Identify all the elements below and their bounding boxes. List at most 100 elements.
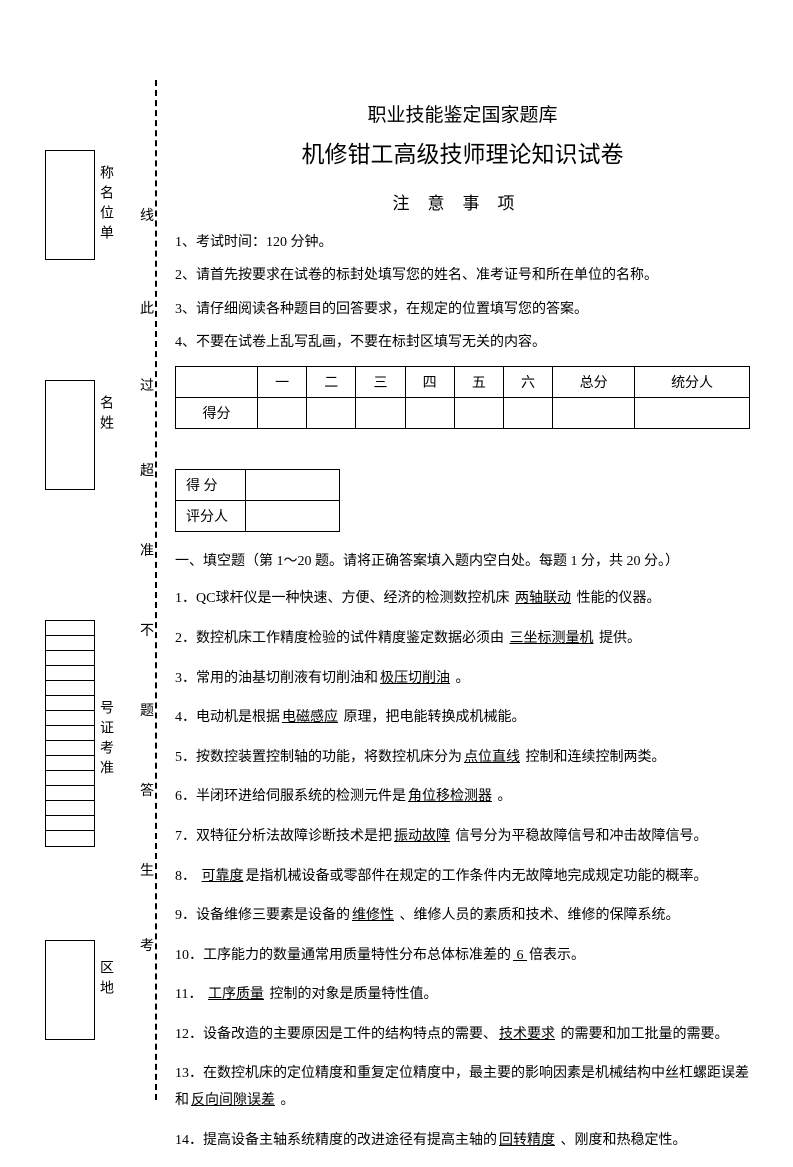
fold-char-7: 题 [140, 700, 154, 720]
q6-text-b: 。 [494, 789, 512, 804]
q14-text-b: 、刚度和热稳定性。 [557, 1133, 687, 1148]
score-cell [454, 397, 503, 428]
section-title-1: 一、填空题（第 1～20 题。请将正确答案填入题内空白处。每题 1 分，共 20… [175, 550, 750, 574]
question-14: 14．提高设备主轴系统精度的改进途径有提高主轴的回转精度 、刚度和热稳定性。 [175, 1128, 750, 1155]
score-th-6: 六 [503, 366, 552, 397]
fold-char-9: 生 [140, 860, 154, 880]
question-9: 9．设备维修三要素是设备的维修性 、维修人员的素质和技术、维修的保障系统。 [175, 903, 750, 930]
q1-text-b: 性能的仪器。 [573, 591, 661, 606]
q8-text-a: 8． [175, 869, 200, 884]
q9-answer: 维修性 [350, 908, 396, 923]
score-cell [553, 397, 635, 428]
q2-text-a: 2．数控机床工作精度检验的试件精度鉴定数据必须由 [175, 631, 508, 646]
question-5: 5．按数控装置控制轴的功能，将数控机床分为点位直线 控制和连续控制两类。 [175, 745, 750, 772]
grader-table: 得 分 评分人 [175, 469, 340, 532]
q1-answer: 两轴联动 [513, 591, 573, 606]
small-table-score-cell [246, 469, 340, 500]
q3-answer: 极压切削油 [378, 671, 452, 686]
q13-text-b: 。 [277, 1093, 295, 1108]
score-th-0 [176, 366, 258, 397]
score-cell [635, 397, 750, 428]
label-name: 名姓 [95, 395, 115, 435]
q5-text-b: 控制和连续控制两类。 [522, 750, 666, 765]
question-7: 7．双特征分析法故障诊断技术是把振动故障 信号分为平稳故障信号和冲击故障信号。 [175, 824, 750, 851]
notice-3: 3、请仔细阅读各种题目的回答要求，在规定的位置填写您的答案。 [175, 299, 750, 321]
q2-answer: 三坐标测量机 [508, 631, 596, 646]
q10-answer: 6 [511, 948, 529, 963]
small-table-grader-label: 评分人 [176, 500, 246, 531]
q14-answer: 回转精度 [497, 1133, 557, 1148]
q3-text-b: 。 [452, 671, 470, 686]
small-table-grader-cell [246, 500, 340, 531]
q13-answer: 反向间隙误差 [189, 1093, 277, 1108]
q6-answer: 角位移检测器 [406, 789, 494, 804]
q10-text-a: 10．工序能力的数量通常用质量特性分布总体标准差的 [175, 948, 511, 963]
notice-1: 1、考试时间：120 分钟。 [175, 232, 750, 254]
score-th-3: 三 [356, 366, 405, 397]
fold-char-6: 不 [140, 620, 154, 640]
score-th-1: 一 [258, 366, 307, 397]
question-11: 11． 工序质量 控制的对象是质量特性值。 [175, 982, 750, 1009]
score-th-8: 统分人 [635, 366, 750, 397]
fold-line [155, 80, 157, 1100]
notice-4: 4、不要在试卷上乱写乱画，不要在标封区填写无关的内容。 [175, 332, 750, 354]
q11-text-b: 控制的对象是质量特性值。 [266, 987, 438, 1002]
notice-2: 2、请首先按要求在试卷的标封处填写您的姓名、准考证号和所在单位的名称。 [175, 265, 750, 287]
q4-text-a: 4．电动机是根据 [175, 710, 280, 725]
margin-grid-exam [45, 620, 95, 847]
score-cell [356, 397, 405, 428]
main-content: 职业技能鉴定国家题库 机修钳工高级技师理论知识试卷 注意事项 1、考试时间：12… [175, 100, 750, 1167]
fold-char-3: 过 [140, 375, 154, 395]
q3-text-a: 3．常用的油基切削液有切削油和 [175, 671, 378, 686]
question-12: 12．设备改造的主要原因是工件的结构特点的需要、技术要求 的需要和加工批量的需要… [175, 1022, 750, 1049]
title-bank: 职业技能鉴定国家题库 [175, 100, 750, 127]
label-region: 区地 [95, 960, 115, 1000]
score-th-2: 二 [307, 366, 356, 397]
fold-char-5: 准 [140, 540, 154, 560]
fold-char-8: 答 [140, 780, 154, 800]
title-exam: 机修钳工高级技师理论知识试卷 [175, 135, 750, 169]
score-cell [307, 397, 356, 428]
score-cell [503, 397, 552, 428]
score-table-row: 得分 [176, 397, 750, 428]
q1-text-a: 1．QC球杆仪是一种快速、方便、经济的检测数控机床 [175, 591, 513, 606]
score-cell [258, 397, 307, 428]
margin-box-name [45, 380, 95, 490]
score-cell [405, 397, 454, 428]
score-table: 一 二 三 四 五 六 总分 统分人 得分 [175, 366, 750, 429]
q7-text-a: 7．双特征分析法故障诊断技术是把 [175, 829, 392, 844]
q5-answer: 点位直线 [462, 750, 522, 765]
q12-answer: 技术要求 [497, 1027, 557, 1042]
fold-char-2: 此 [140, 298, 154, 318]
question-1: 1．QC球杆仪是一种快速、方便、经济的检测数控机床 两轴联动 性能的仪器。 [175, 586, 750, 613]
score-th-4: 四 [405, 366, 454, 397]
q4-text-b: 原理，把电能转换成机械能。 [340, 710, 526, 725]
score-table-header: 一 二 三 四 五 六 总分 统分人 [176, 366, 750, 397]
question-6: 6．半闭环进给伺服系统的检测元件是角位移检测器 。 [175, 784, 750, 811]
fold-char-4: 超 [140, 460, 154, 480]
margin-box-unit [45, 150, 95, 260]
q12-text-a: 12．设备改造的主要原因是工件的结构特点的需要、 [175, 1027, 497, 1042]
fold-char-10: 考 [140, 935, 154, 955]
q10-text-b: 倍表示。 [529, 948, 585, 963]
q11-text-a: 11． [175, 987, 206, 1002]
fold-char-1: 线 [140, 205, 154, 225]
q8-answer: 可靠度 [200, 869, 246, 884]
left-margin-area: 称名位单 名姓 号证考准 区地 [0, 0, 120, 1122]
q5-text-a: 5．按数控装置控制轴的功能，将数控机床分为 [175, 750, 462, 765]
q2-text-b: 提供。 [596, 631, 642, 646]
q4-answer: 电磁感应 [280, 710, 340, 725]
score-th-7: 总分 [553, 366, 635, 397]
q14-text-a: 14．提高设备主轴系统精度的改进途径有提高主轴的 [175, 1133, 497, 1148]
q7-text-b: 信号分为平稳故障信号和冲击故障信号。 [452, 829, 708, 844]
q11-answer: 工序质量 [206, 987, 266, 1002]
question-8: 8． 可靠度是指机械设备或零部件在规定的工作条件内无故障地完成规定功能的概率。 [175, 864, 750, 891]
question-3: 3．常用的油基切削液有切削油和极压切削油 。 [175, 666, 750, 693]
q12-text-b: 的需要和加工批量的需要。 [557, 1027, 729, 1042]
margin-box-region [45, 940, 95, 1040]
label-exam-number: 号证考准 [95, 700, 115, 780]
score-row-label: 得分 [176, 397, 258, 428]
q6-text-a: 6．半闭环进给伺服系统的检测元件是 [175, 789, 406, 804]
question-10: 10．工序能力的数量通常用质量特性分布总体标准差的 6 倍表示。 [175, 943, 750, 970]
question-2: 2．数控机床工作精度检验的试件精度鉴定数据必须由 三坐标测量机 提供。 [175, 626, 750, 653]
